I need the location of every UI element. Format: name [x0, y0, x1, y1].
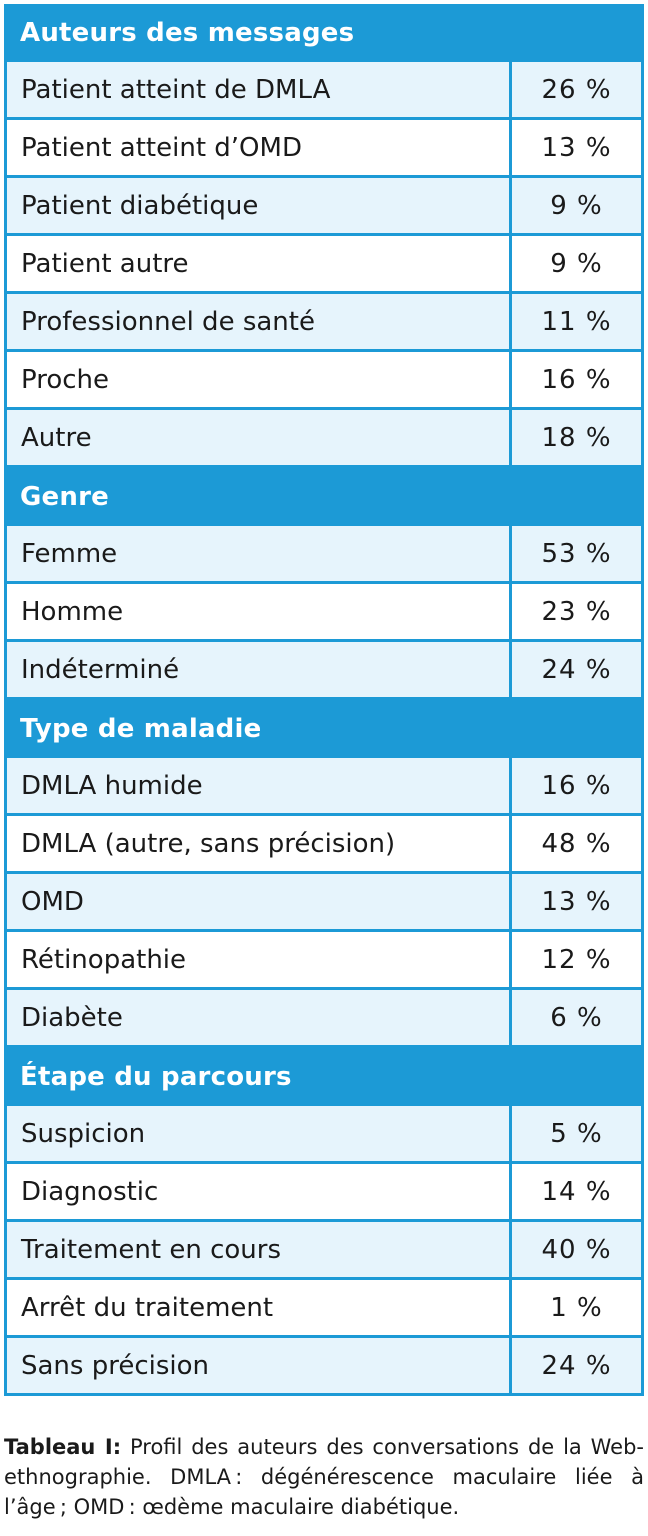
row-label: Arrêt du traitement	[4, 1280, 509, 1338]
caption-title: Tableau I:	[4, 1435, 122, 1459]
table-caption: Tableau I: Profil des auteurs des conver…	[4, 1432, 644, 1522]
section-header-row: Étape du parcours	[4, 1048, 644, 1106]
section-title: Étape du parcours	[4, 1048, 644, 1106]
row-label: Indéterminé	[4, 642, 509, 700]
row-label: DMLA (autre, sans précision)	[4, 816, 509, 874]
profile-table-body: Auteurs des messages Patient atteint de D…	[4, 4, 644, 1396]
row-value: 14 %	[509, 1164, 644, 1222]
row-value: 9 %	[509, 178, 644, 236]
section-header-row: Auteurs des messages	[4, 4, 644, 62]
section-title: Type de maladie	[4, 700, 644, 758]
profile-table-container: Auteurs des messages Patient atteint de D…	[4, 4, 644, 1396]
section-header-row: Type de maladie	[4, 700, 644, 758]
row-label: Suspicion	[4, 1106, 509, 1164]
row-value: 11 %	[509, 294, 644, 352]
row-value: 1 %	[509, 1280, 644, 1338]
row-value: 40 %	[509, 1222, 644, 1280]
table-row: Rétinopathie 12 %	[4, 932, 644, 990]
table-row: Patient diabétique 9 %	[4, 178, 644, 236]
row-value: 5 %	[509, 1106, 644, 1164]
table-row: Patient atteint de DMLA 26 %	[4, 62, 644, 120]
row-label: OMD	[4, 874, 509, 932]
table-row: DMLA (autre, sans précision) 48 %	[4, 816, 644, 874]
table-row: Autre 18 %	[4, 410, 644, 468]
row-value: 9 %	[509, 236, 644, 294]
table-row: Proche 16 %	[4, 352, 644, 410]
row-label: Sans précision	[4, 1338, 509, 1396]
row-value: 13 %	[509, 874, 644, 932]
row-value: 24 %	[509, 642, 644, 700]
table-row: Sans précision 24 %	[4, 1338, 644, 1396]
row-value: 48 %	[509, 816, 644, 874]
table-row: Professionnel de santé 11 %	[4, 294, 644, 352]
caption-text: Profil des auteurs des conversations de …	[4, 1435, 645, 1519]
row-label: Patient atteint de DMLA	[4, 62, 509, 120]
table-row: Suspicion 5 %	[4, 1106, 644, 1164]
row-value: 16 %	[509, 352, 644, 410]
table-row: Patient autre 9 %	[4, 236, 644, 294]
row-value: 12 %	[509, 932, 644, 990]
table-row: Traitement en cours 40 %	[4, 1222, 644, 1280]
row-label: Diagnostic	[4, 1164, 509, 1222]
table-row: Arrêt du traitement 1 %	[4, 1280, 644, 1338]
row-label: Patient autre	[4, 236, 509, 294]
row-value: 53 %	[509, 526, 644, 584]
row-value: 16 %	[509, 758, 644, 816]
row-label: Femme	[4, 526, 509, 584]
row-label: Diabète	[4, 990, 509, 1048]
table-row: OMD 13 %	[4, 874, 644, 932]
row-label: Professionnel de santé	[4, 294, 509, 352]
row-label: Patient atteint d’OMD	[4, 120, 509, 178]
table-row: Femme 53 %	[4, 526, 644, 584]
row-value: 18 %	[509, 410, 644, 468]
row-value: 13 %	[509, 120, 644, 178]
row-label: Rétinopathie	[4, 932, 509, 990]
table-row: Homme 23 %	[4, 584, 644, 642]
row-label: Autre	[4, 410, 509, 468]
row-value: 23 %	[509, 584, 644, 642]
table-row: Diabète 6 %	[4, 990, 644, 1048]
row-label: Homme	[4, 584, 509, 642]
row-value: 24 %	[509, 1338, 644, 1396]
row-label: Traitement en cours	[4, 1222, 509, 1280]
row-label: Patient diabétique	[4, 178, 509, 236]
table-row: DMLA humide 16 %	[4, 758, 644, 816]
row-value: 26 %	[509, 62, 644, 120]
table-row: Indéterminé 24 %	[4, 642, 644, 700]
section-title: Auteurs des messages	[4, 4, 644, 62]
row-label: DMLA humide	[4, 758, 509, 816]
row-value: 6 %	[509, 990, 644, 1048]
table-row: Patient atteint d’OMD 13 %	[4, 120, 644, 178]
profile-table: Auteurs des messages Patient atteint de D…	[4, 4, 644, 1396]
row-label: Proche	[4, 352, 509, 410]
table-row: Diagnostic 14 %	[4, 1164, 644, 1222]
section-header-row: Genre	[4, 468, 644, 526]
section-title: Genre	[4, 468, 644, 526]
